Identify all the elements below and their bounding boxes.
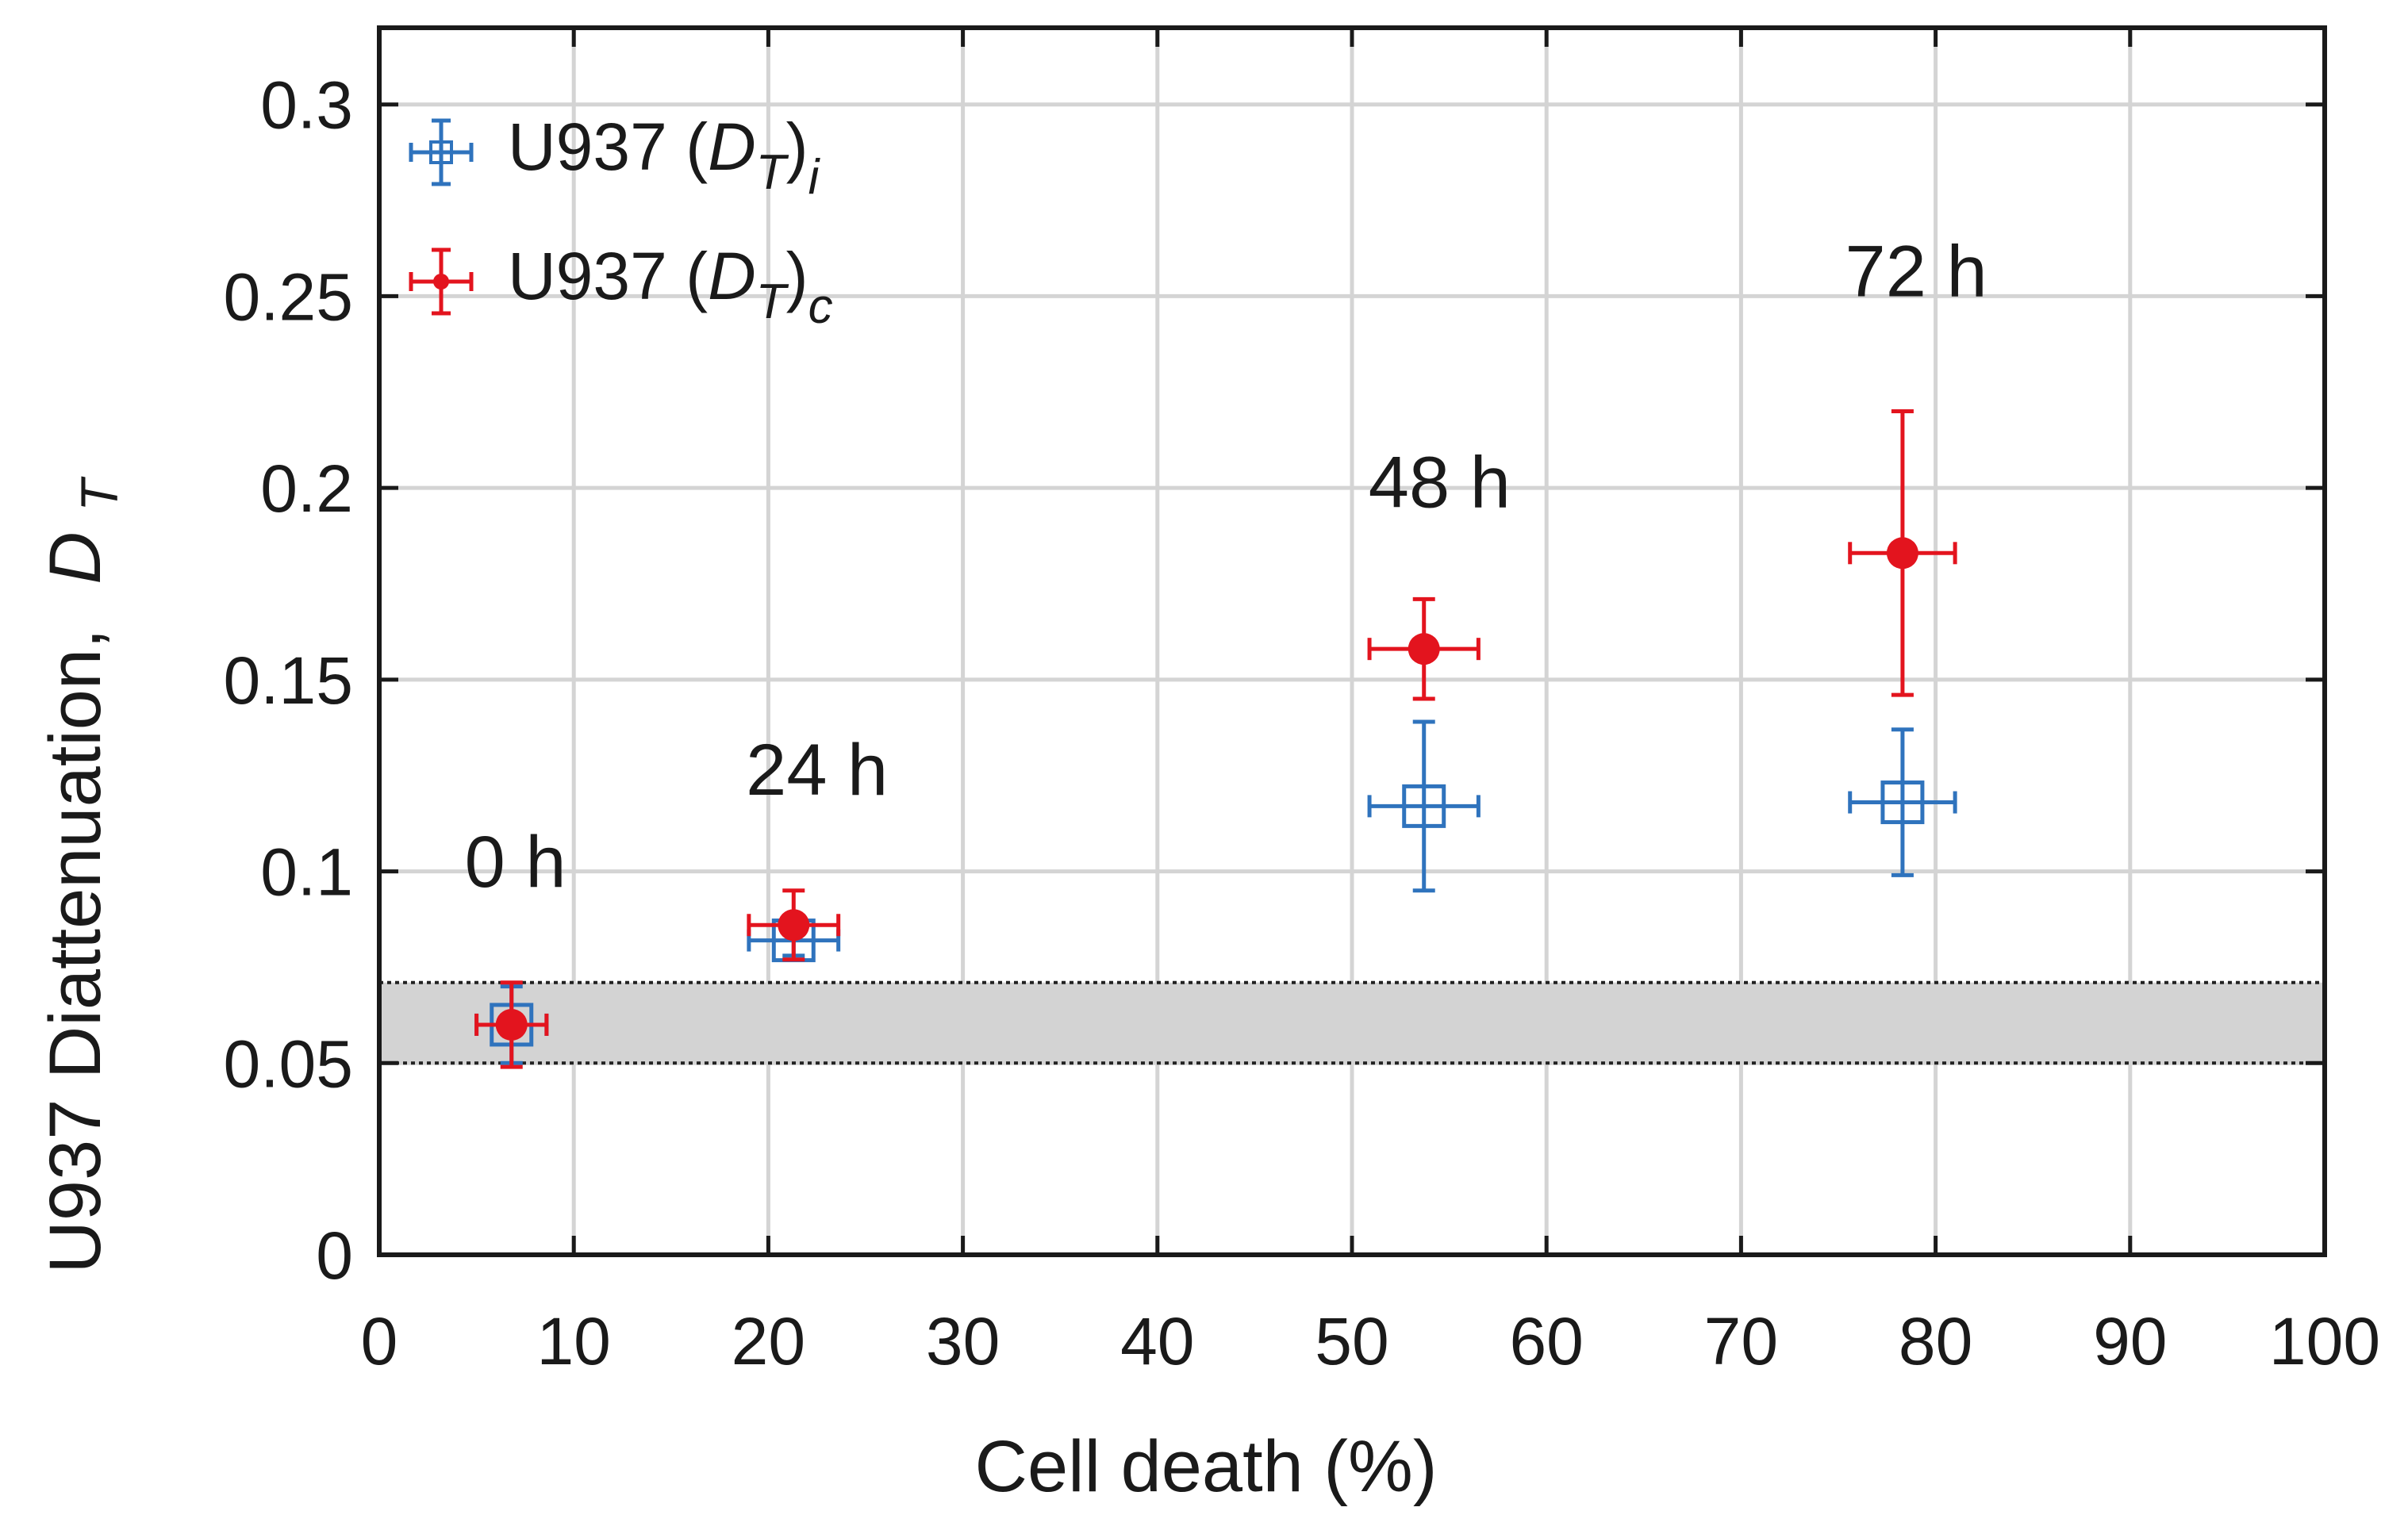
legend-label: U937 (DT)c bbox=[508, 239, 833, 334]
y-axis-title: U937 Diattenuation, D T bbox=[35, 476, 129, 1274]
legend-label-suffix: ) bbox=[786, 239, 808, 313]
point-dt-c-1-marker bbox=[778, 909, 810, 941]
x-tick-label: 100 bbox=[2269, 1304, 2380, 1379]
point-dt-i-2-marker bbox=[1402, 784, 1446, 828]
band-fill bbox=[379, 982, 2325, 1064]
y-tick-label: 0.05 bbox=[224, 1026, 354, 1101]
y-tick-label: 0.25 bbox=[224, 259, 354, 334]
point-dt-c-1 bbox=[747, 888, 841, 962]
y-axis-title-symbol-sub: T bbox=[70, 476, 129, 512]
point-dt-c-3 bbox=[1848, 408, 1957, 697]
series-dt-c bbox=[474, 408, 1957, 1069]
legend-label: U937 (DT)i bbox=[508, 109, 821, 205]
x-tick-label: 0 bbox=[361, 1304, 398, 1379]
y-axis-title-text: U937 Diattenuation, bbox=[35, 628, 116, 1273]
annotation-label: 0 h bbox=[465, 822, 566, 903]
x-tick-label: 30 bbox=[926, 1304, 1000, 1379]
y-tick-label: 0.15 bbox=[224, 643, 354, 718]
point-dt-i-2 bbox=[1367, 719, 1481, 893]
y-tick-label: 0 bbox=[316, 1218, 353, 1293]
legend-entry-dt-c: U937 (DT)c bbox=[409, 239, 833, 334]
legend-entry-dt-i: U937 (DT)i bbox=[409, 109, 821, 205]
legend-label-var: D bbox=[708, 109, 756, 184]
legend-label-var: D bbox=[708, 239, 756, 313]
data-series bbox=[474, 408, 1957, 1069]
x-tick-label: 60 bbox=[1509, 1304, 1583, 1379]
legend-label-var-sub: T bbox=[756, 274, 789, 329]
point-dt-c-0-marker bbox=[495, 1008, 528, 1041]
x-axis-title: Cell death (%) bbox=[975, 1426, 1438, 1507]
legend-label-prefix: U937 ( bbox=[508, 239, 708, 313]
point-dt-c-2 bbox=[1367, 596, 1481, 701]
x-tick-label: 90 bbox=[2093, 1304, 2167, 1379]
point-dt-c-3-marker bbox=[1886, 537, 1918, 569]
reference-band bbox=[379, 980, 2325, 1065]
y-tick-label: 0.2 bbox=[260, 451, 353, 526]
y-tick-label: 0.1 bbox=[260, 835, 353, 910]
point-dt-c-2-marker bbox=[1408, 633, 1440, 665]
annotation-label: 48 h bbox=[1369, 442, 1511, 523]
point-dt-c-0 bbox=[474, 980, 549, 1069]
tick-labels: 0 10 20 30 40 50 60 70 80 90 100 0 0.05 0.1 0.15 0.2 0.2… bbox=[224, 68, 2381, 1379]
axes-frame bbox=[377, 25, 2327, 1257]
annotation-label: 72 h bbox=[1845, 231, 1987, 312]
annotation-label: 24 h bbox=[746, 730, 888, 811]
legend-label-prefix: U937 ( bbox=[508, 109, 708, 184]
legend-label-suffix: ) bbox=[786, 109, 808, 184]
x-tick-label: 80 bbox=[1899, 1304, 1972, 1379]
point-dt-i-3-marker bbox=[1880, 780, 1925, 825]
x-tick-label: 50 bbox=[1315, 1304, 1388, 1379]
point-dt-i-3 bbox=[1848, 727, 1957, 877]
x-tick-label: 40 bbox=[1120, 1304, 1194, 1379]
x-tick-label: 20 bbox=[732, 1304, 805, 1379]
legend-marker-circle bbox=[433, 274, 449, 290]
x-tick-label: 70 bbox=[1704, 1304, 1778, 1379]
legend-label-outer-sub: c bbox=[808, 279, 833, 334]
time-annotations: 0 h 24 h 48 h 72 h bbox=[465, 231, 1987, 902]
y-tick-label: 0.3 bbox=[260, 68, 353, 143]
legend-label-var-sub: T bbox=[756, 145, 789, 200]
legend-label-outer-sub: i bbox=[808, 150, 821, 205]
legend-marker-square bbox=[429, 140, 453, 164]
x-tick-label: 10 bbox=[536, 1304, 610, 1379]
y-axis-title-symbol: D bbox=[35, 531, 116, 584]
